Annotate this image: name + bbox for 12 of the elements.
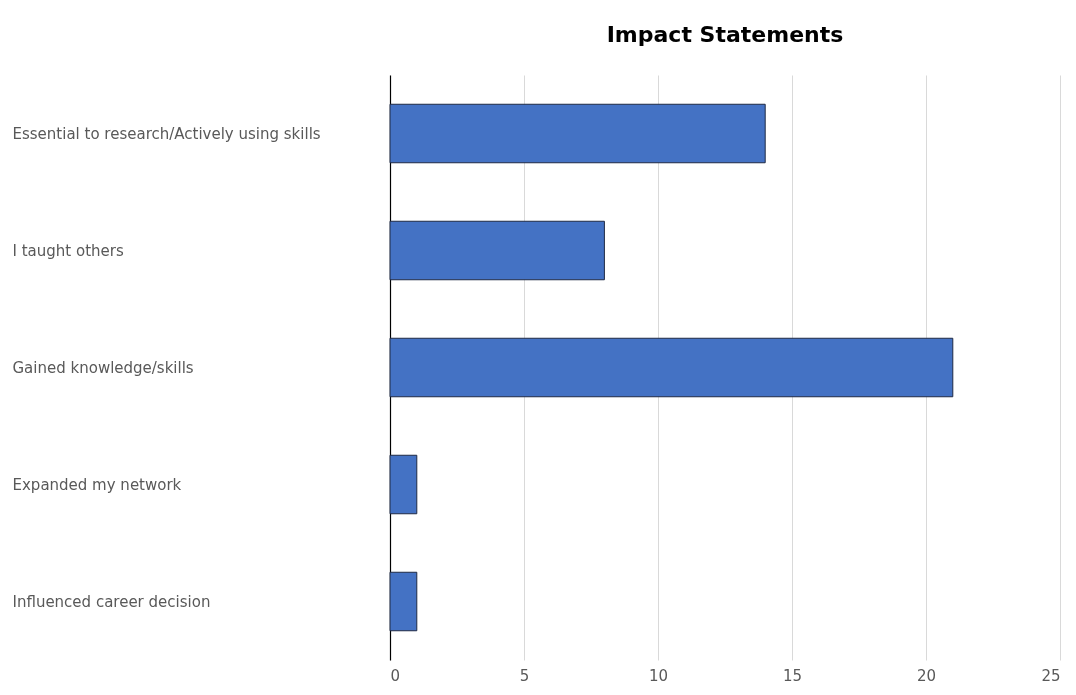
- x-tick-label: 10: [648, 666, 669, 685]
- x-tick-label: 25: [1041, 666, 1061, 685]
- y-tick-label: Influenced career decision: [12, 592, 211, 611]
- x-tick-label: 15: [782, 666, 803, 685]
- y-tick-label: Essential to research/Actively using skills: [12, 124, 321, 143]
- y-tick-label: Expanded my network: [12, 475, 182, 494]
- chart-title: Impact Statements: [606, 22, 844, 47]
- x-tick-label: 0: [390, 666, 401, 685]
- y-tick-label: I taught others: [12, 241, 124, 260]
- x-tick-label: 5: [519, 666, 530, 685]
- y-tick-label: Gained knowledge/skills: [12, 358, 194, 377]
- x-tick-label: 20: [916, 666, 937, 685]
